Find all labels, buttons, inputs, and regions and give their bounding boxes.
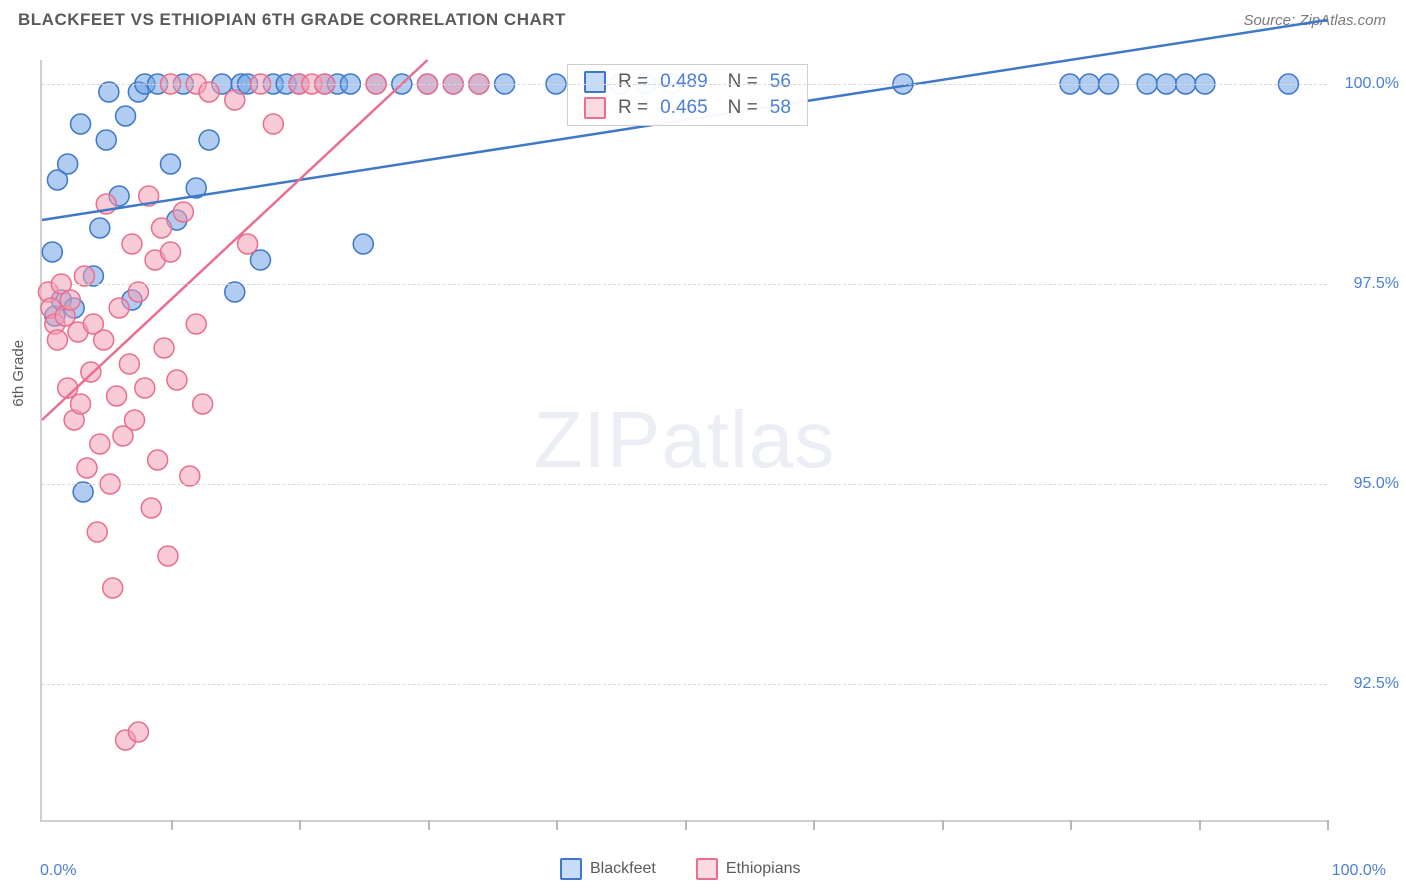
data-point	[73, 482, 93, 502]
data-point	[154, 338, 174, 358]
gridline	[42, 484, 1327, 485]
data-point	[71, 394, 91, 414]
data-point	[128, 282, 148, 302]
correlation-stats-box: R = 0.489 N = 56 R = 0.465 N = 58	[567, 64, 808, 126]
data-point	[90, 434, 110, 454]
data-point	[199, 130, 219, 150]
x-tick	[685, 820, 687, 830]
data-point	[42, 242, 62, 262]
data-point	[152, 218, 172, 238]
gridline	[42, 684, 1327, 685]
data-point	[148, 450, 168, 470]
n-value-2: 58	[770, 95, 791, 121]
data-point	[74, 266, 94, 286]
data-point	[119, 354, 139, 374]
legend-swatch-1	[560, 858, 582, 880]
data-point	[109, 298, 129, 318]
data-point	[94, 330, 114, 350]
gridline	[42, 284, 1327, 285]
legend-item-2: Ethiopians	[696, 858, 801, 880]
data-point	[161, 154, 181, 174]
data-point	[263, 114, 283, 134]
gridline	[42, 84, 1327, 85]
chart-title: BLACKFEET VS ETHIOPIAN 6TH GRADE CORRELA…	[18, 10, 566, 30]
r-value-2: 0.465	[660, 95, 708, 121]
data-point	[173, 202, 193, 222]
n-value-1: 56	[770, 69, 791, 95]
source-attribution: Source: ZipAtlas.com	[1243, 12, 1386, 29]
data-point	[47, 330, 67, 350]
stats-swatch-1	[584, 71, 606, 93]
stats-row-series2: R = 0.465 N = 58	[584, 95, 791, 121]
x-tick	[813, 820, 815, 830]
data-point	[158, 546, 178, 566]
data-point	[60, 290, 80, 310]
stats-swatch-2	[584, 97, 606, 119]
data-point	[96, 130, 116, 150]
data-point	[225, 90, 245, 110]
y-tick-label: 95.0%	[1334, 475, 1399, 493]
data-point	[99, 82, 119, 102]
data-point	[186, 314, 206, 334]
data-point	[135, 378, 155, 398]
data-point	[167, 370, 187, 390]
legend-item-1: Blackfeet	[560, 858, 656, 880]
data-point	[103, 578, 123, 598]
data-point	[225, 282, 245, 302]
x-axis-min-label: 0.0%	[40, 862, 76, 880]
data-point	[238, 234, 258, 254]
scatter-svg	[42, 60, 1327, 820]
data-point	[193, 394, 213, 414]
data-point	[199, 82, 219, 102]
data-point	[90, 218, 110, 238]
y-axis-title: 6th Grade	[10, 340, 27, 407]
data-point	[180, 466, 200, 486]
data-point	[77, 458, 97, 478]
x-axis-max-label: 100.0%	[1332, 862, 1386, 880]
r-value-1: 0.489	[660, 69, 708, 95]
x-tick	[171, 820, 173, 830]
legend-swatch-2	[696, 858, 718, 880]
data-point	[58, 154, 78, 174]
chart-plot-area: ZIPatlas R = 0.489 N = 56 R = 0.465 N = …	[40, 60, 1327, 822]
data-point	[81, 362, 101, 382]
data-point	[107, 386, 127, 406]
x-tick	[1327, 820, 1329, 830]
x-tick	[428, 820, 430, 830]
data-point	[161, 242, 181, 262]
y-tick-label: 97.5%	[1334, 275, 1399, 293]
x-tick	[556, 820, 558, 830]
data-point	[128, 722, 148, 742]
y-tick-label: 92.5%	[1334, 675, 1399, 693]
data-point	[125, 410, 145, 430]
data-point	[353, 234, 373, 254]
stats-row-series1: R = 0.489 N = 56	[584, 69, 791, 95]
data-point	[71, 114, 91, 134]
x-tick	[1070, 820, 1072, 830]
y-tick-label: 100.0%	[1334, 75, 1399, 93]
legend: Blackfeet Ethiopians	[560, 858, 801, 880]
data-point	[122, 234, 142, 254]
data-point	[141, 498, 161, 518]
x-tick	[942, 820, 944, 830]
data-point	[116, 106, 136, 126]
x-tick	[1199, 820, 1201, 830]
x-tick	[299, 820, 301, 830]
data-point	[87, 522, 107, 542]
